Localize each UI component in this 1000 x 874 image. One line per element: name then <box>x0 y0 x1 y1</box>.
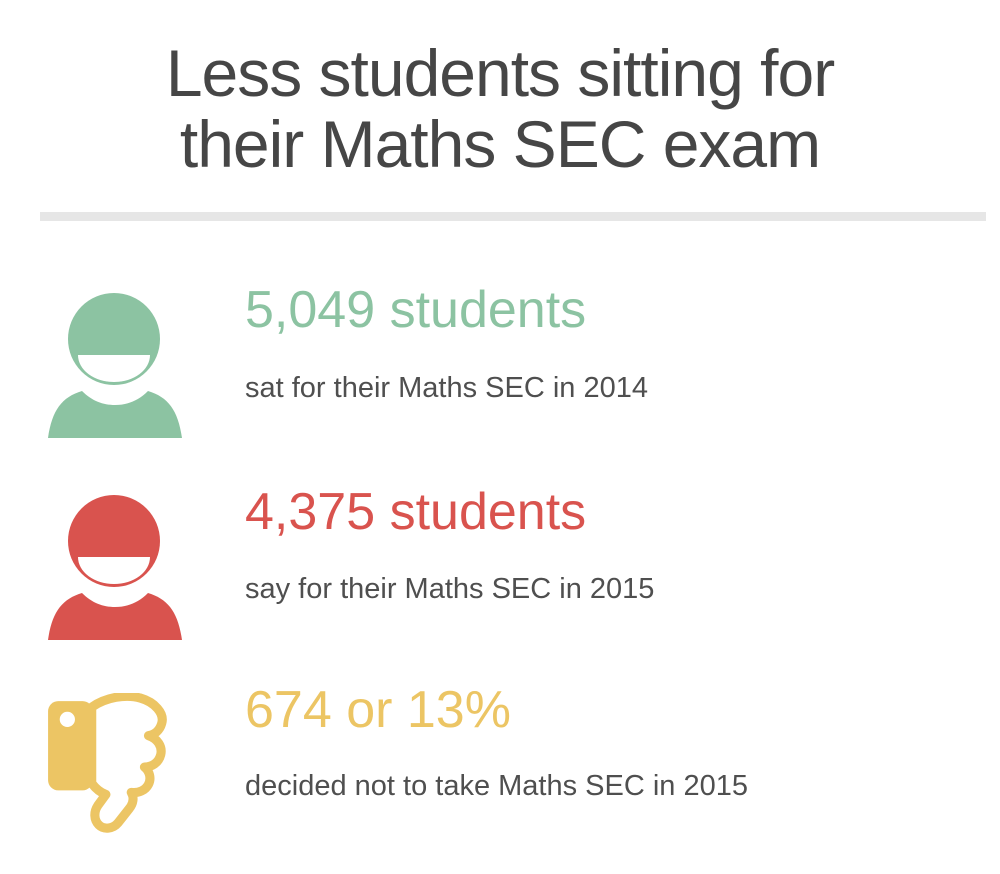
title-underline-bar <box>40 212 986 221</box>
page-title: Less students sitting for their Maths SE… <box>0 38 1000 180</box>
student-person-icon <box>48 495 183 640</box>
student-person-icon <box>48 293 183 438</box>
stat-caption: sat for their Maths SEC in 2014 <box>245 372 648 404</box>
title-line-1: Less students sitting for <box>165 36 835 110</box>
title-line-2: their Maths SEC exam <box>179 107 821 181</box>
stat-value: 4,375 students <box>245 483 587 541</box>
stat-caption: say for their Maths SEC in 2015 <box>245 573 655 605</box>
stat-value: 5,049 students <box>245 281 587 339</box>
stat-value: 674 or 13% <box>245 681 511 739</box>
thumbs-down-icon <box>47 693 179 833</box>
stat-caption: decided not to take Maths SEC in 2015 <box>245 770 748 802</box>
